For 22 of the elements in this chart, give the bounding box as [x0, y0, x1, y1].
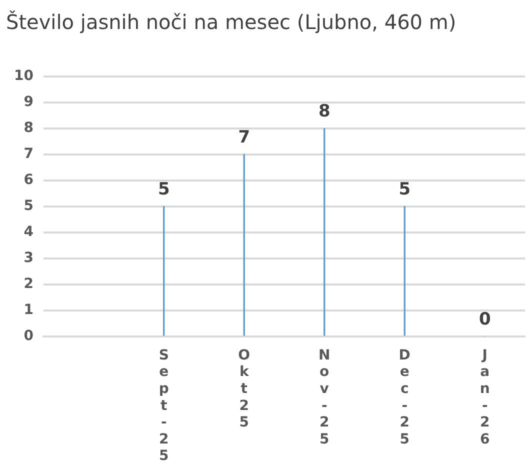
x-tick-label: Nov-25	[318, 347, 330, 448]
x-tick-label: Okt25	[238, 347, 250, 431]
y-tick-label: 1	[24, 302, 34, 318]
y-tick-label: 5	[24, 198, 34, 214]
y-tick-label: 6	[24, 172, 34, 188]
data-label: 8	[318, 101, 330, 122]
y-tick-label: 10	[14, 68, 34, 84]
data-label: 5	[158, 179, 170, 200]
data-label: 0	[478, 309, 491, 330]
data-label: 5	[398, 179, 411, 200]
x-tick-label: Dec-25	[398, 347, 410, 448]
y-tick-label: 0	[24, 328, 34, 344]
y-tick-label: 9	[24, 94, 34, 110]
y-tick-label: 7	[24, 146, 34, 162]
y-tick-label: 2	[24, 276, 34, 292]
y-tick-label: 3	[24, 250, 34, 266]
chart-title: Število jasnih noči na mesec (Ljubno, 460 m)	[6, 10, 456, 34]
data-label: 7	[238, 127, 250, 148]
x-tick-label: Jan-26	[480, 347, 490, 448]
y-tick-label: 4	[24, 224, 34, 240]
x-tick-label: Sept-25	[158, 347, 169, 464]
y-tick-label: 8	[24, 120, 34, 136]
